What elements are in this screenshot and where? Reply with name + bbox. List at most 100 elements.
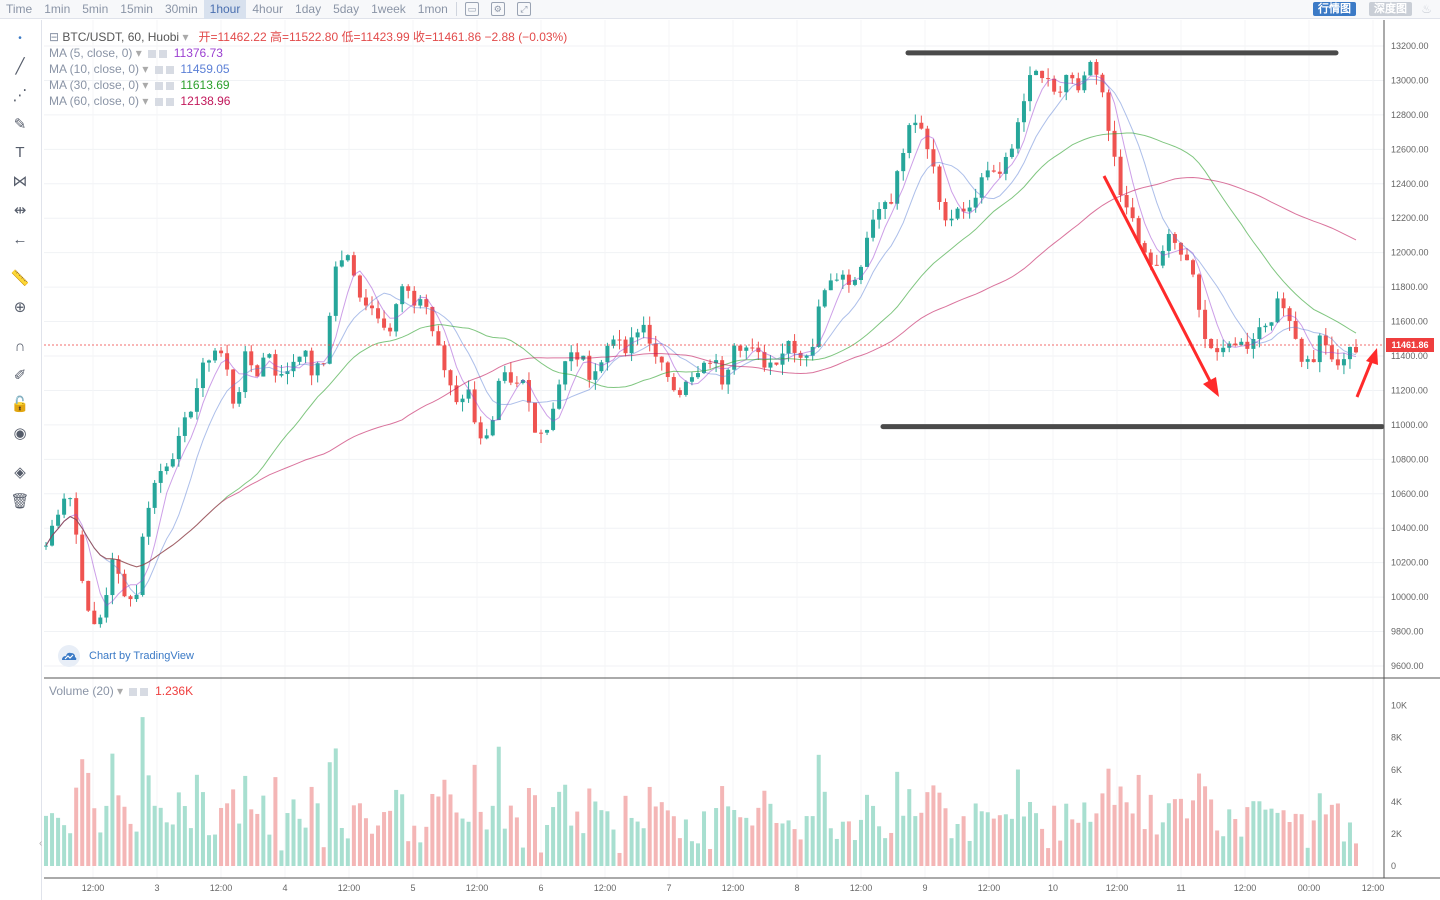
- close-icon[interactable]: [165, 81, 174, 90]
- close-icon[interactable]: [165, 97, 174, 106]
- candle-body: [176, 435, 181, 460]
- volume-bar: [484, 829, 489, 866]
- candle-body: [1070, 74, 1075, 79]
- volume-bar: [122, 806, 127, 866]
- volume-bar: [1058, 840, 1063, 866]
- trendline-icon[interactable]: ╱: [15, 58, 25, 75]
- tab-depth-chart[interactable]: 深度图: [1369, 2, 1412, 16]
- timeframe-5min[interactable]: 5min: [82, 1, 109, 16]
- settings-icon[interactable]: [154, 65, 163, 74]
- lock-drawing-icon[interactable]: ✐: [13, 367, 27, 384]
- chart-type-icon[interactable]: ▭: [464, 2, 479, 16]
- text-tool-icon[interactable]: T: [15, 144, 25, 161]
- brush-icon[interactable]: ✎: [13, 116, 27, 133]
- pattern-tool-icon[interactable]: ⋈: [12, 173, 28, 190]
- candle-body: [623, 339, 628, 354]
- candle-body: [140, 536, 145, 595]
- candle-body: [472, 389, 477, 423]
- candle-body: [877, 208, 882, 220]
- volume-bar: [315, 803, 320, 866]
- volume-bar: [219, 807, 224, 866]
- ma-value: 11613.69: [180, 78, 230, 92]
- volume-bar: [979, 811, 984, 866]
- fib-tool-icon[interactable]: ⋰: [12, 87, 28, 104]
- candle-body: [412, 290, 417, 306]
- zoom-in-icon[interactable]: ⊕: [13, 299, 27, 316]
- volume-bar: [279, 850, 284, 866]
- price-axis-label: 11800.00: [1391, 282, 1428, 292]
- ruler-icon[interactable]: 📏: [10, 270, 30, 287]
- volume-bar: [732, 810, 737, 866]
- close-icon[interactable]: [140, 687, 149, 696]
- settings-icon[interactable]: [154, 97, 163, 106]
- volume-bar: [327, 762, 332, 866]
- candle-body: [526, 380, 531, 403]
- unlock-icon[interactable]: 🔓: [10, 396, 30, 413]
- tradingview-link[interactable]: Chart by TradingView: [89, 650, 194, 662]
- candle-body: [774, 362, 779, 365]
- settings-icon[interactable]: [154, 81, 163, 90]
- tab-kline-chart[interactable]: 行情图: [1313, 2, 1356, 16]
- volume-bar: [1136, 774, 1141, 866]
- candle-body: [1088, 61, 1093, 76]
- timeframe-1week[interactable]: 1week: [371, 1, 406, 16]
- timeframe-1min[interactable]: 1min: [44, 1, 71, 16]
- back-arrow-icon[interactable]: ←: [12, 231, 28, 248]
- timeframe-4hour[interactable]: 4hour: [252, 1, 284, 16]
- candle-body: [74, 498, 79, 535]
- timeframe-1hour[interactable]: 1hour: [203, 0, 247, 19]
- close-icon[interactable]: [165, 65, 174, 74]
- down-arrow-head: [1203, 377, 1219, 397]
- settings-gear-icon[interactable]: ⚙: [490, 2, 505, 16]
- trash-icon[interactable]: 🗑: [10, 493, 30, 510]
- eye-icon[interactable]: ◉: [13, 425, 27, 442]
- volume-bar: [357, 803, 362, 866]
- collapse-icon[interactable]: ⊟: [49, 30, 63, 44]
- volume-bar: [249, 809, 254, 866]
- candle-body: [466, 389, 471, 399]
- timeframe-5day[interactable]: 5day: [333, 1, 360, 16]
- time-axis-label: 12:00: [978, 883, 1001, 893]
- tradingview-branding[interactable]: Chart by TradingView: [58, 645, 194, 667]
- measure-tool-icon[interactable]: ⇹: [13, 202, 27, 219]
- candle-body: [695, 373, 700, 378]
- volume-bar: [98, 832, 103, 866]
- timeframe-15min[interactable]: 15min: [120, 1, 153, 16]
- candle-body: [484, 435, 489, 439]
- flame-icon[interactable]: ♨: [1421, 2, 1432, 16]
- crosshair-icon[interactable]: •: [18, 33, 22, 44]
- settings-icon[interactable]: [148, 49, 157, 58]
- volume-bar: [810, 816, 815, 866]
- volume-bar: [412, 825, 417, 866]
- timeframe-time[interactable]: Time: [6, 1, 33, 16]
- volume-bar: [720, 786, 725, 866]
- timeframe-1day[interactable]: 1day: [295, 1, 322, 16]
- fullscreen-icon[interactable]: ⤢: [516, 2, 531, 16]
- ma-value: 12138.96: [180, 94, 231, 108]
- volume-bar: [448, 794, 453, 866]
- candle-body: [653, 343, 658, 357]
- candle-body: [991, 170, 996, 172]
- magnet-icon[interactable]: ∩: [14, 338, 26, 355]
- candle-body: [454, 385, 459, 403]
- candle-body: [146, 507, 151, 537]
- candle-body: [1160, 250, 1165, 266]
- volume-bar: [394, 789, 399, 866]
- timeframe-30min[interactable]: 30min: [164, 1, 198, 16]
- layers-icon[interactable]: ◈: [14, 464, 26, 481]
- candle-body: [116, 559, 121, 574]
- candle-body: [1148, 252, 1153, 265]
- candle-body: [297, 356, 302, 362]
- candle-body: [1215, 348, 1220, 353]
- price-axis-label: 11600.00: [1391, 317, 1428, 327]
- candle-body: [792, 340, 797, 353]
- candle-body: [1046, 78, 1051, 80]
- volume-bar: [164, 822, 169, 866]
- candle-body: [1335, 359, 1340, 366]
- close-icon[interactable]: [159, 49, 168, 58]
- settings-icon[interactable]: [129, 687, 138, 696]
- timeframe-1mon[interactable]: 1mon: [417, 1, 448, 16]
- volume-bar: [1088, 821, 1093, 866]
- up-arrow-head: [1366, 348, 1378, 365]
